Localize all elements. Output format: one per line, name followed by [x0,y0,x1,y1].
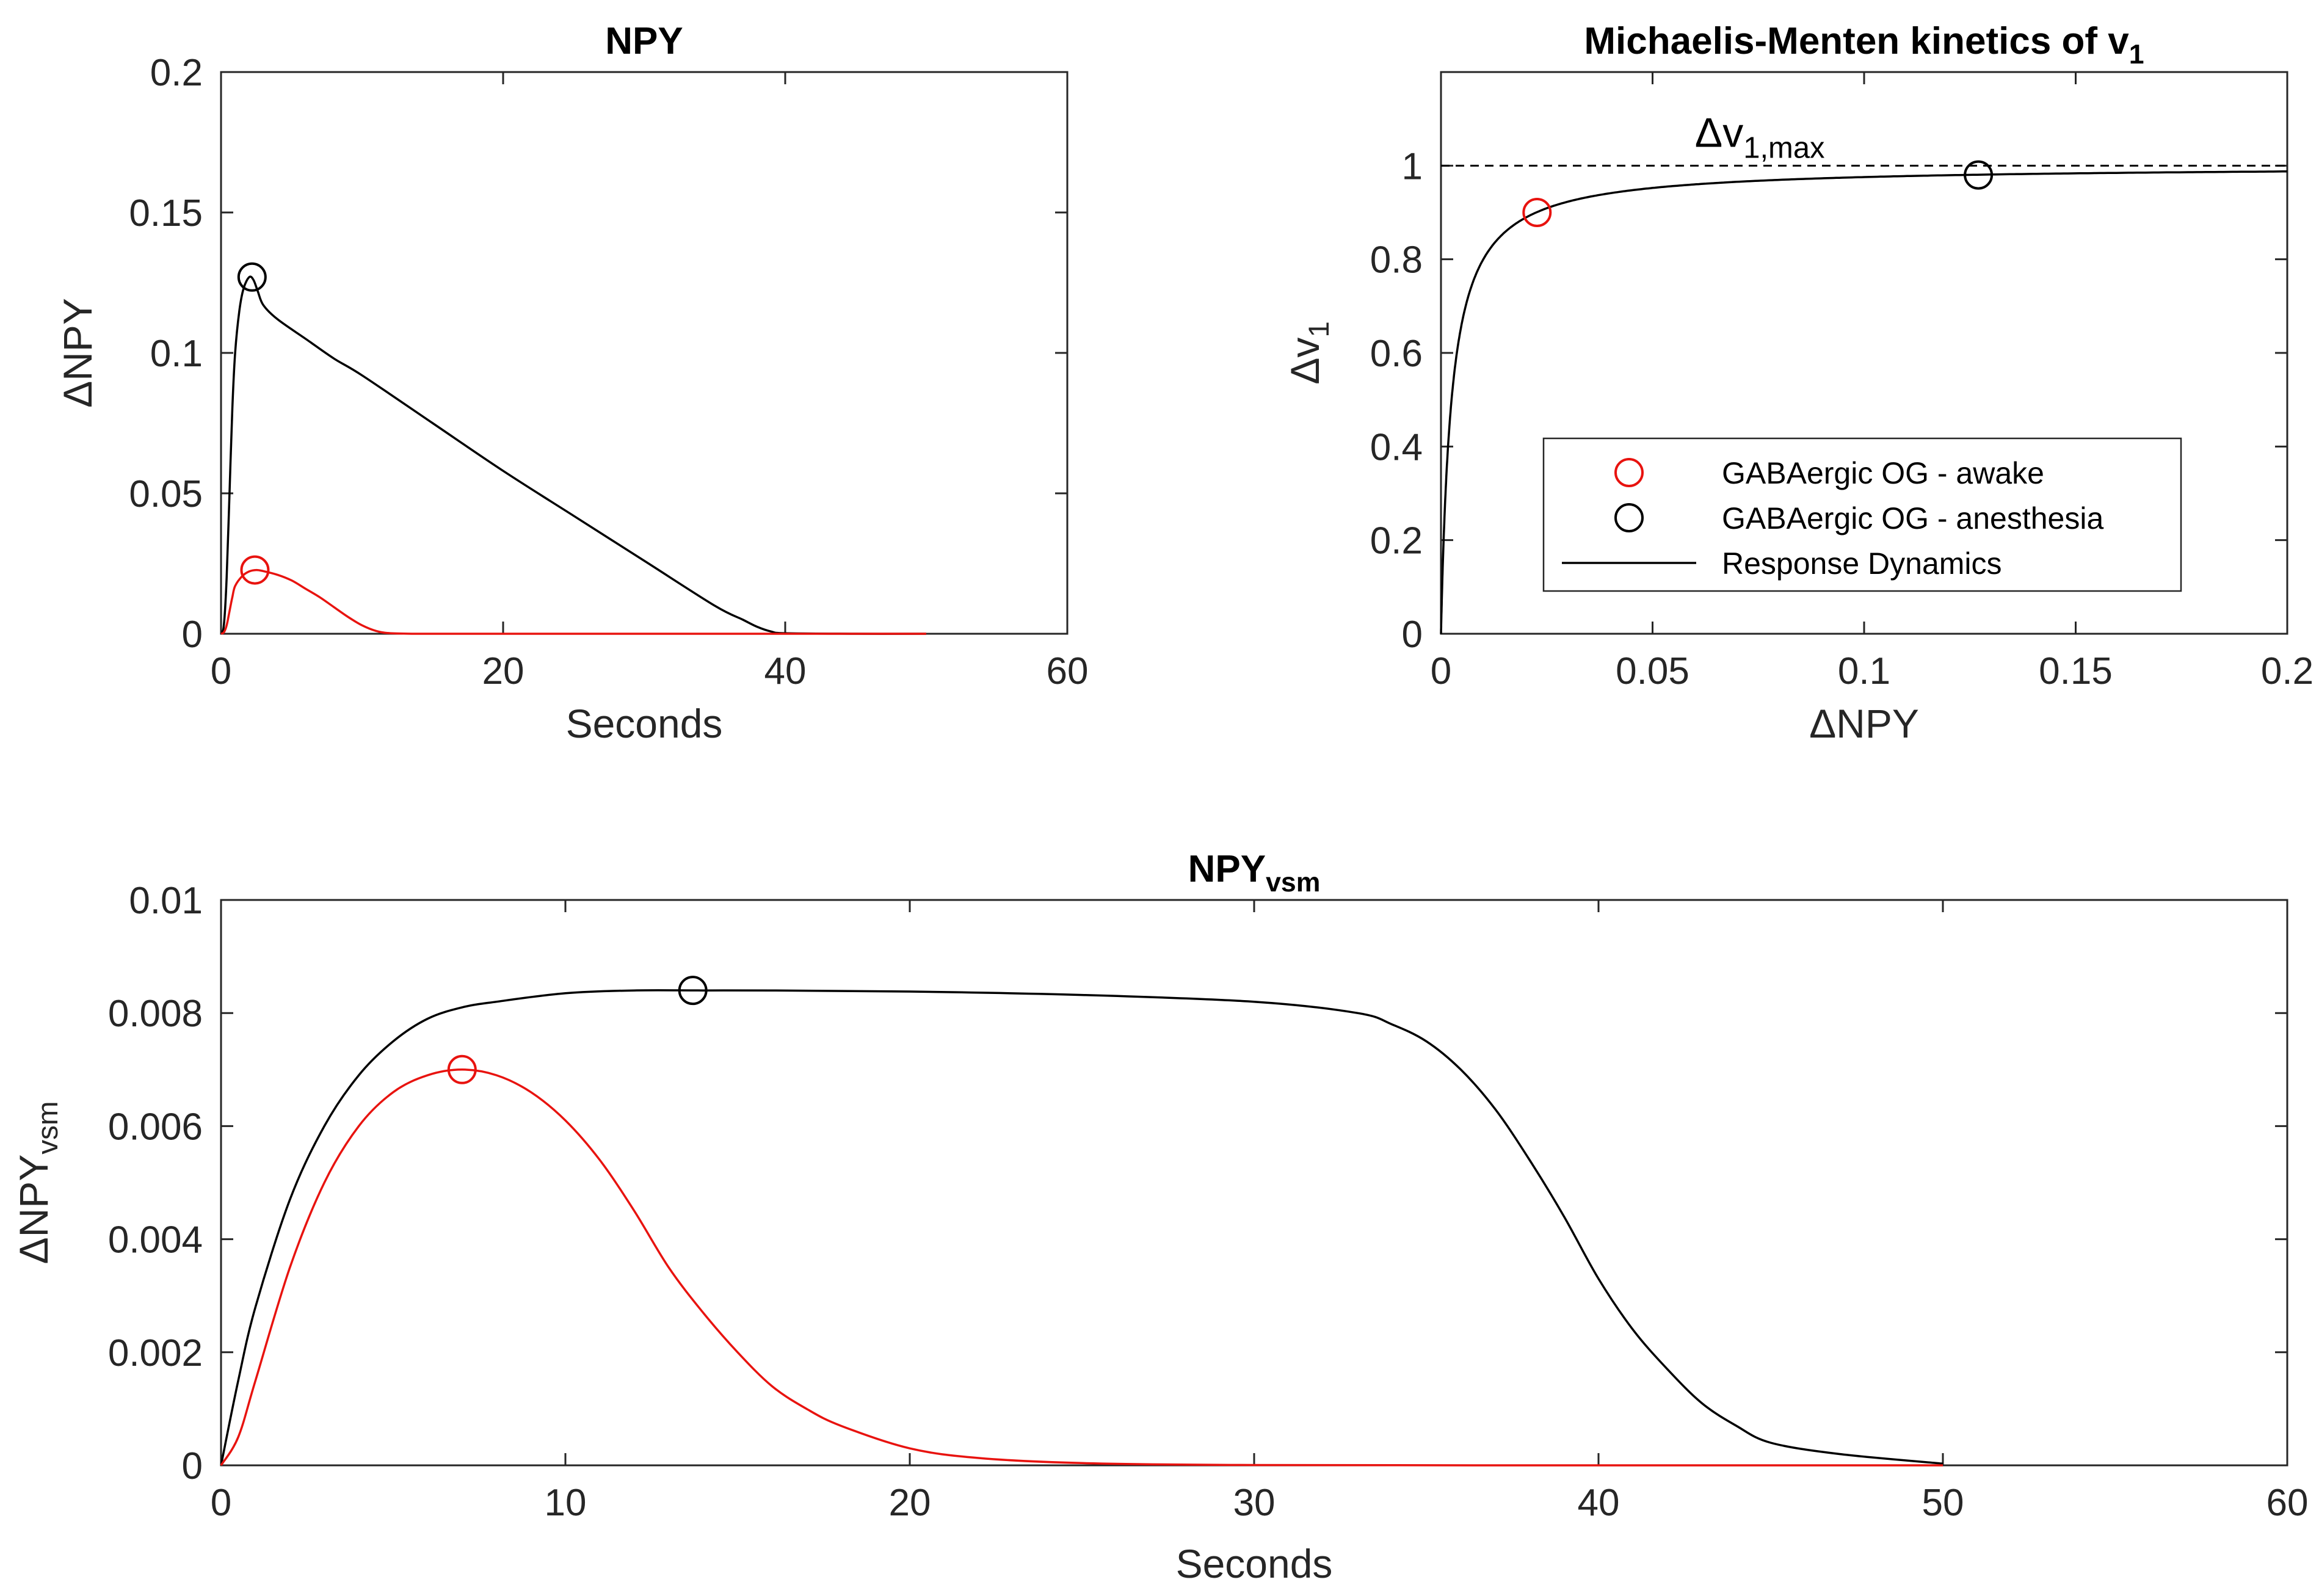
panel-npy: 0 20 40 60 0 0.05 0.1 0.15 0.2 NPY Seconds ΔNPY [55,20,1088,746]
npy-xtick-label-0: 0 [211,650,231,692]
npyvsm-ytick-label-1: 0.002 [108,1332,203,1374]
mm-ticks: 0 0.05 0.1 0.15 0.2 0 0.2 0.4 0.6 0.8 1 [1370,72,2314,692]
mm-marker-1 [1964,160,1994,190]
npy-marker-0 [237,262,267,292]
mm-ylabel: Δv1 [1282,321,1335,385]
mm-series-line-0 [1440,170,2287,634]
mm-marker-0 [1522,198,1552,227]
npyvsm-marker-1 [678,976,708,1006]
mm-markers [1522,160,1994,227]
mm-ytick-label-5: 1 [1402,145,1423,187]
mm-ytick-label-3: 0.6 [1370,333,1423,375]
npy-ytick-label-2: 0.1 [150,333,203,375]
npyvsm-series [220,989,1943,1467]
mm-xlabel: ΔNPY [1809,701,1919,746]
panel-npy-vsm: 0 10 20 30 40 50 60 0 0.002 0.004 0.006 0.008 0.01 N… [11,848,2308,1586]
npyvsm-xtick-label-3: 30 [1233,1482,1276,1524]
mm-xtick-label-1: 0.05 [1616,650,1689,692]
mm-legend-box [1542,437,2182,592]
npyvsm-markers [447,976,708,1084]
mm-legend: GABAergic OG - awake GABAergic OG - anest… [1542,437,2182,592]
npy-ytick-label-3: 0.15 [129,192,203,234]
npy-series-line-1 [220,568,926,635]
npyvsm-ylabel-main: ΔNPY [11,1155,56,1264]
mm-ylabel-sub: 1 [1303,321,1335,337]
mm-annotation-sub: 1,max [1743,132,1824,165]
npyvsm-ytick-label-4: 0.008 [108,993,203,1035]
npy-xtick-label-1: 20 [482,650,524,692]
mm-ytick-label-0: 0 [1402,614,1423,656]
npy-series-line-0 [220,275,927,635]
npyvsm-ylabel: ΔNPYvsm [11,1101,64,1264]
mm-title-main: Michaelis-Menten kinetics of v [1584,20,2129,62]
mm-series [1440,170,2287,634]
mm-title: Michaelis-Menten kinetics of v1 [1584,20,2144,70]
npy-ytick-label-1: 0.05 [129,473,203,515]
npyvsm-series-line-1 [220,1068,1943,1467]
npyvsm-ytick-label-3: 0.006 [108,1106,203,1148]
mm-xtick-label-0: 0 [1431,650,1451,692]
mm-ytick-label-4: 0.8 [1370,239,1423,281]
npyvsm-ticks: 0 10 20 30 40 50 60 0 0.002 0.004 0.006 0.008 0.01 [108,880,2309,1524]
mm-annotation-main: Δv [1695,110,1743,156]
mm-xtick-label-3: 0.15 [2039,650,2113,692]
npy-xtick-label-3: 60 [1047,650,1089,692]
mm-ytick-label-1: 0.2 [1370,520,1423,562]
mm-legend-label-1: GABAergic OG - anesthesia [1722,501,2103,535]
npy-xtick-label-2: 40 [764,650,807,692]
npyvsm-ylabel-sub: vsm [32,1101,64,1155]
mm-legend-label-0: GABAergic OG - awake [1722,456,2044,490]
npy-title: NPY [605,20,683,62]
npyvsm-title-main: NPY [1188,848,1266,890]
mm-vmax-annotation: Δv1,max [1695,110,1825,165]
panel-michaelis-menten: 0 0.05 0.1 0.15 0.2 0 0.2 0.4 0.6 0.8 1 Michaelis-… [1282,20,2314,746]
npyvsm-xtick-label-4: 40 [1578,1482,1620,1524]
npy-ytick-label-0: 0 [182,614,203,656]
npyvsm-xtick-label-0: 0 [211,1482,231,1524]
npyvsm-xtick-label-1: 10 [545,1482,587,1524]
mm-legend-swatch-0 [1614,458,1644,487]
npyvsm-marker-0 [447,1054,477,1084]
npy-marker-1 [240,555,270,585]
npyvsm-title-sub: vsm [1266,868,1320,898]
npyvsm-xtick-label-5: 50 [1922,1482,1964,1524]
npyvsm-xtick-label-2: 20 [889,1482,931,1524]
mm-legend-label-2: Response Dynamics [1722,546,2002,581]
npyvsm-title: NPYvsm [1188,848,1321,898]
npyvsm-ytick-label-0: 0 [182,1445,203,1487]
npy-ticks: 0 20 40 60 0 0.05 0.1 0.15 0.2 [129,52,1088,692]
mm-xtick-label-2: 0.1 [1838,650,1890,692]
mm-ytick-label-2: 0.4 [1370,426,1423,468]
npy-xlabel: Seconds [566,701,723,746]
npy-ytick-label-4: 0.2 [150,52,203,94]
npyvsm-ytick-label-5: 0.01 [129,880,203,922]
npy-ylabel: ΔNPY [55,298,100,408]
npyvsm-xtick-label-6: 60 [2266,1482,2309,1524]
mm-legend-items: GABAergic OG - awake GABAergic OG - anest… [1562,456,2103,581]
npyvsm-xlabel: Seconds [1176,1541,1333,1586]
npy-markers [237,262,270,585]
mm-xtick-label-4: 0.2 [2261,650,2314,692]
mm-ylabel-main: Δv [1282,338,1327,385]
npyvsm-ytick-label-2: 0.004 [108,1219,203,1261]
npyvsm-series-line-0 [220,989,1943,1466]
mm-title-sub: 1 [2129,40,2144,70]
npy-series [220,275,927,635]
mm-legend-swatch-1 [1614,503,1644,532]
